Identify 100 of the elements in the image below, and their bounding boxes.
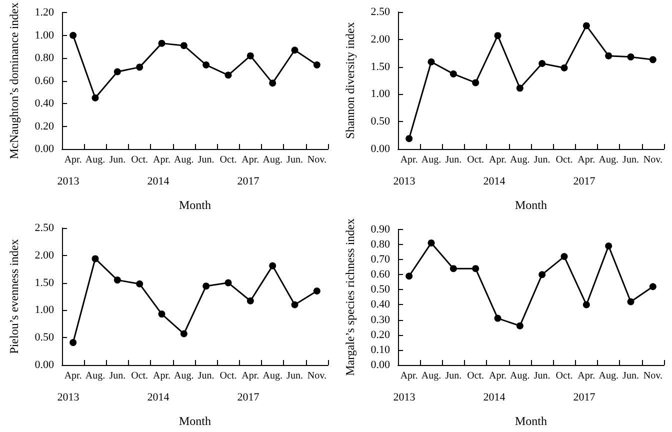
point: [136, 280, 144, 288]
point: [291, 46, 298, 54]
x-tick-label: Jun.: [445, 154, 462, 166]
text: 2014: [483, 392, 506, 404]
x-tick-label: Jun.: [622, 370, 639, 382]
y-axis-title: McNaughton’s dominance index: [7, 2, 21, 160]
x-tick-label: Oct.: [131, 154, 148, 166]
y-tick-label: 0.90: [370, 223, 390, 236]
point: [202, 61, 210, 68]
y-tick-label: 1.50: [34, 276, 54, 289]
point: [158, 40, 166, 47]
x-tick-label: Apr.: [64, 154, 82, 166]
x-axis-title: Month: [178, 198, 212, 212]
x-tick-label: Apr.: [578, 370, 596, 382]
y-tick-label: 0.60: [34, 74, 54, 87]
text: 2017: [573, 176, 596, 188]
y-tick-label: 0.70: [370, 254, 390, 266]
point: [269, 80, 276, 87]
point: [313, 288, 320, 295]
y-tick-label: 0.20: [370, 328, 390, 341]
y-tick-label: 0.80: [370, 238, 390, 250]
point: [605, 242, 612, 250]
point: [224, 279, 232, 286]
point: [406, 135, 413, 142]
point: [649, 283, 656, 290]
y-tick-label: 1.00: [370, 88, 390, 100]
x-tick-label: Aug.: [421, 154, 442, 166]
x-tick-label: Apr.: [242, 154, 260, 166]
x-tick-label: Apr.: [578, 154, 596, 166]
point: [538, 60, 546, 68]
x-tick-label: Oct.: [467, 154, 484, 166]
x-tick-label: Jun.: [198, 370, 214, 382]
point: [269, 262, 276, 270]
point: [582, 301, 590, 308]
text: 2017: [237, 392, 260, 404]
text: 2013: [57, 392, 80, 404]
x-tick-label: Aug.: [262, 154, 282, 166]
y-tick-label: 0.50: [370, 116, 390, 128]
point: [246, 52, 254, 60]
y-tick-label: 0.50: [370, 284, 390, 296]
point: [114, 68, 121, 76]
y-tick-label: 0.50: [34, 332, 54, 344]
point: [627, 298, 634, 306]
x-tick-label: Nov.: [643, 370, 662, 382]
point: [180, 330, 188, 338]
y-axis-title: Margale’s species richness index: [343, 218, 357, 376]
text: 2013: [393, 392, 416, 404]
x-tick-label: Nov.: [307, 370, 326, 382]
x-tick-label: Aug.: [174, 370, 194, 382]
y-tick-label: 0.00: [34, 143, 54, 155]
x-tick-label: Apr.: [242, 370, 260, 382]
point: [516, 322, 524, 330]
x-tick-label: Aug.: [510, 154, 530, 166]
text: 2013: [393, 176, 416, 188]
point: [313, 61, 320, 68]
x-axis-title: Month: [514, 198, 548, 212]
x-tick-label: Apr.: [489, 370, 506, 382]
y-tick-label: 0.00: [370, 143, 390, 155]
x-tick-label: Oct.: [220, 154, 237, 166]
y-tick-label: 1.20: [34, 6, 54, 19]
y-tick-label: 0.00: [34, 359, 54, 371]
point: [516, 84, 524, 92]
point: [114, 276, 121, 284]
point: [450, 70, 457, 78]
x-tick-label: Nov.: [643, 154, 662, 166]
x-tick-label: Oct.: [220, 370, 237, 382]
point: [136, 64, 144, 71]
text: 2017: [573, 392, 596, 404]
y-tick-label: 0.20: [34, 120, 54, 132]
x-tick-label: Nov.: [307, 154, 326, 166]
x-tick-label: Jun.: [109, 370, 126, 382]
y-tick-label: 0.40: [370, 298, 390, 311]
point: [70, 339, 77, 346]
x-tick-label: Aug.: [510, 370, 530, 382]
x-tick-label: Jun.: [534, 370, 550, 382]
x-tick-label: Aug.: [262, 370, 282, 382]
x-tick-label: Oct.: [467, 370, 484, 382]
point: [428, 58, 435, 66]
x-tick-label: Apr.: [153, 370, 170, 382]
y-tick-label: 0.60: [370, 268, 390, 281]
text: 2014: [147, 176, 170, 188]
y-tick-label: 0.40: [34, 98, 54, 110]
x-tick-label: Aug.: [598, 154, 618, 166]
point: [406, 272, 413, 280]
y-tick-label: 0.00: [370, 359, 390, 371]
x-tick-label: Aug.: [85, 154, 106, 166]
point: [582, 22, 590, 30]
y-tick-label: 2.00: [370, 33, 390, 46]
y-axis-title: Shannon diversity index: [343, 22, 357, 139]
y-tick-label: 2.50: [370, 6, 390, 18]
x-tick-label: Jun.: [534, 154, 550, 166]
x-tick-label: Jun.: [286, 370, 303, 382]
point: [472, 79, 480, 86]
point: [70, 32, 77, 39]
text: 2014: [147, 392, 170, 404]
x-tick-label: Apr.: [64, 370, 82, 382]
text: 2013: [57, 176, 80, 188]
y-tick-label: 2.50: [34, 222, 54, 234]
x-tick-label: Oct.: [556, 154, 573, 166]
x-tick-label: Jun.: [109, 154, 126, 166]
